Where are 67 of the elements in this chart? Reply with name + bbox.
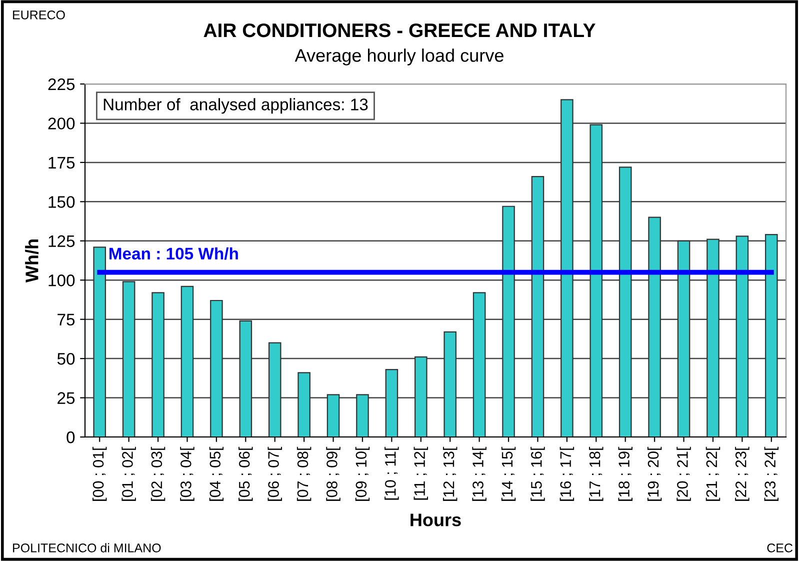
bar xyxy=(356,394,369,437)
x-tick-label: [06 ; 07[ xyxy=(268,446,282,501)
x-tick-label: [07 ; 08[ xyxy=(296,446,312,501)
bar xyxy=(618,166,632,437)
y-tick-label: 25 xyxy=(58,392,75,404)
bar xyxy=(444,331,456,437)
bar xyxy=(152,292,164,437)
bar xyxy=(122,281,136,437)
x-tick-label: [16 ; 17[ xyxy=(560,446,574,501)
bar xyxy=(502,206,515,437)
bar xyxy=(385,368,398,437)
x-tick-label: [22 ; 23[ xyxy=(735,446,750,501)
bar xyxy=(210,300,223,437)
chart-subtitle: Average hourly load curve xyxy=(294,48,504,66)
y-tick-label: 150 xyxy=(48,196,75,208)
y-tick-label: 100 xyxy=(48,274,75,286)
x-tick-label: [23 ; 24[ xyxy=(764,446,779,501)
x-tick-label: [10 ; 11[ xyxy=(384,446,399,500)
chart-title: AIR CONDITIONERS - GREECE AND ITALY xyxy=(204,23,596,38)
x-tick-label: [17 ; 18[ xyxy=(589,446,604,501)
bar xyxy=(736,236,749,437)
text: POLITECNICO di MILANO xyxy=(13,543,161,552)
bar xyxy=(706,238,720,437)
x-tick-label: [15 ; 16[ xyxy=(530,446,545,501)
bar xyxy=(590,124,603,437)
x-tick-label: [01 ; 02[ xyxy=(122,446,136,501)
y-tick-label: 0 xyxy=(66,431,75,444)
y-tick-label: 125 xyxy=(48,235,75,248)
x-tick-label: [09 ; 10[ xyxy=(355,446,370,501)
bar xyxy=(93,246,106,437)
bar xyxy=(472,292,486,437)
x-tick-label: [00 ; 01[ xyxy=(92,446,107,501)
y-axis-title: Wh/h xyxy=(25,240,39,283)
bar xyxy=(531,176,544,437)
x-tick-label: [11 ; 12[ xyxy=(414,446,428,500)
x-tick-label: [03 ; 04[ xyxy=(180,446,194,501)
y-tick-label: 200 xyxy=(48,118,75,130)
x-tick-label: [19 ; 20[ xyxy=(647,446,662,501)
bar xyxy=(560,99,574,437)
y-tick-label: 50 xyxy=(57,352,75,365)
x-tick-label: [14 ; 15[ xyxy=(501,446,516,501)
text: CEC xyxy=(767,544,793,552)
x-tick-label: [04 ; 05[ xyxy=(209,446,224,501)
y-tick-label: 225 xyxy=(48,78,75,90)
bar xyxy=(326,394,340,437)
x-tick-label: [08 ; 09[ xyxy=(326,446,340,501)
x-tick-label: [20 ; 21[ xyxy=(676,446,691,501)
bar xyxy=(268,342,282,437)
bar xyxy=(298,372,310,437)
x-tick-label: [21 ; 22[ xyxy=(706,446,720,501)
bar xyxy=(677,240,690,437)
x-tick-label: [18 ; 19[ xyxy=(618,446,632,501)
y-tick-label: 75 xyxy=(58,314,75,326)
x-tick-label: [13 ; 14[ xyxy=(472,446,486,501)
bar xyxy=(180,286,194,437)
annotation: Number of analysed appliances: 13 xyxy=(104,98,368,114)
y-tick-label: 175 xyxy=(48,157,75,169)
x-axis-title: Hours xyxy=(410,514,461,526)
text: EURECO xyxy=(13,10,65,20)
bar xyxy=(414,356,428,437)
x-tick-label: [12 ; 13[ xyxy=(442,446,458,501)
bar xyxy=(648,216,661,437)
x-tick-label: [02 ; 03[ xyxy=(150,446,166,501)
ref-line-label: Mean : 105 Wh/h xyxy=(109,247,238,260)
bar xyxy=(765,234,778,437)
x-tick-label: [05 ; 06[ xyxy=(238,446,253,501)
bar xyxy=(239,320,252,437)
